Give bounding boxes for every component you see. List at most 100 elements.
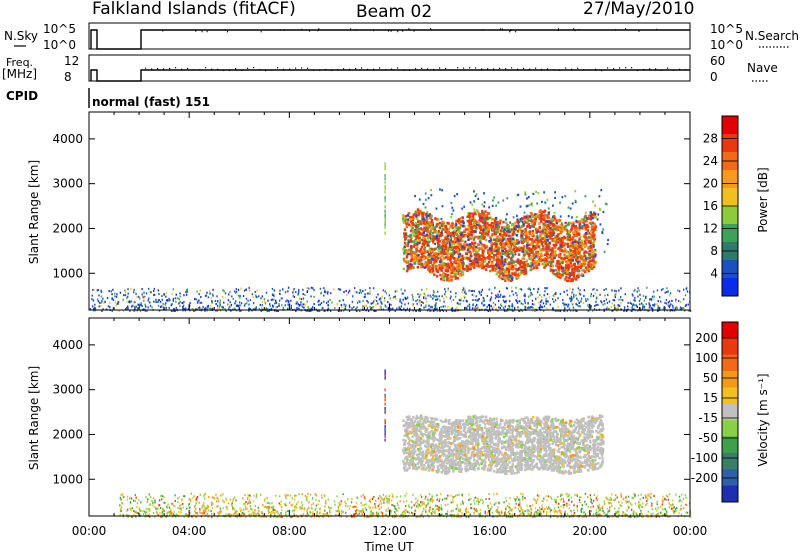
echo-pixel	[467, 239, 469, 242]
echo-pixel	[367, 292, 368, 294]
echo-pixel	[556, 502, 557, 504]
echo-pixel	[498, 239, 500, 242]
echo-pixel	[569, 307, 570, 309]
echo-pixel	[451, 271, 453, 274]
echo-pixel	[561, 262, 563, 265]
echo-pixel	[487, 233, 489, 236]
echo-pixel	[423, 307, 424, 309]
echo-pixel	[216, 295, 217, 297]
echo-pixel	[439, 188, 441, 190]
echo-pixel	[532, 251, 534, 253]
echo-pixel	[472, 215, 474, 218]
echo-pixel	[589, 222, 591, 225]
echo-pixel	[341, 304, 342, 306]
echo-pixel	[463, 287, 464, 289]
echo-pixel	[175, 297, 176, 299]
echo-pixel	[445, 246, 447, 249]
echo-pixel	[436, 225, 438, 228]
echo-pixel	[561, 249, 563, 252]
echo-pixel	[540, 213, 542, 216]
echo-pixel	[541, 243, 543, 246]
echo-pixel	[678, 300, 679, 302]
echo-pixel	[409, 308, 410, 310]
echo-pixel	[616, 307, 617, 309]
echo-pixel	[682, 307, 683, 309]
echo-pixel	[246, 302, 247, 304]
echo-pixel	[258, 510, 259, 512]
echo-pixel	[516, 269, 518, 272]
echo-pixel	[433, 231, 435, 234]
date-title: 27/May/2010	[583, 0, 695, 19]
echo-pixel	[530, 255, 532, 258]
echo-pixel	[545, 242, 547, 245]
echo-pixel	[578, 269, 580, 272]
echo-pixel	[585, 298, 586, 300]
echo-pixel	[580, 294, 581, 296]
echo-pixel	[243, 295, 244, 297]
echo-pixel	[441, 218, 443, 220]
echo-pixel	[620, 287, 621, 289]
echo-pixel	[463, 206, 465, 208]
nave-dot	[397, 67, 398, 68]
echo-pixel	[449, 259, 451, 262]
echo-pixel	[560, 215, 562, 217]
echo-pixel	[521, 230, 523, 233]
echo-pixel	[549, 296, 550, 298]
echo-pixel	[182, 302, 183, 304]
echo-pixel	[428, 499, 429, 501]
echo-pixel	[558, 306, 559, 308]
echo-pixel	[437, 255, 439, 257]
echo-pixel	[427, 268, 429, 271]
echo-pixel	[565, 276, 567, 279]
echo-pixel	[419, 302, 420, 304]
echo-pixel	[420, 494, 421, 496]
echo-pixel	[524, 232, 526, 235]
echo-pixel	[279, 293, 280, 295]
echo-pixel	[446, 267, 448, 270]
echo-pixel	[584, 236, 586, 239]
echo-pixel	[573, 263, 575, 266]
echo-pixel	[592, 200, 594, 202]
echo-pixel	[200, 290, 201, 292]
echo-pixel	[261, 307, 262, 309]
echo-pixel	[520, 288, 521, 290]
echo-pixel	[508, 263, 510, 266]
echo-pixel	[526, 244, 528, 247]
echo-pixel	[530, 212, 532, 215]
echo-pixel	[155, 299, 156, 301]
echo-pixel	[571, 296, 572, 298]
echo-pixel	[402, 214, 404, 216]
nave-dot	[511, 67, 512, 68]
echo-pixel	[557, 266, 559, 269]
echo-pixel	[466, 257, 468, 260]
echo-pixel	[273, 295, 274, 297]
echo-pixel	[245, 289, 246, 291]
echo-pixel	[483, 192, 485, 194]
echo-pixel	[143, 513, 144, 515]
echo-pixel	[574, 247, 576, 250]
echo-pixel	[92, 289, 93, 291]
echo-pixel	[529, 257, 531, 260]
echo-pixel	[182, 306, 183, 308]
echo-pixel	[419, 232, 421, 235]
echo-pixel	[307, 287, 308, 289]
echo-pixel	[632, 293, 633, 295]
echo-pixel	[623, 512, 624, 514]
echo-pixel	[495, 218, 497, 220]
echo-pixel	[420, 256, 422, 259]
echo-pixel	[495, 225, 497, 228]
echo-pixel	[427, 244, 429, 246]
echo-pixel	[245, 303, 246, 305]
echo-pixel	[104, 301, 105, 303]
echo-pixel	[198, 293, 199, 295]
echo-pixel	[199, 302, 200, 304]
echo-pixel	[441, 189, 443, 191]
echo-pixel	[502, 274, 504, 277]
echo-pixel	[659, 296, 660, 298]
echo-pixel	[351, 307, 352, 309]
echo-pixel	[359, 292, 360, 294]
echo-pixel	[523, 254, 525, 257]
nave-dot	[349, 69, 350, 70]
echo-pixel	[110, 290, 111, 292]
echo-pixel	[498, 252, 500, 255]
